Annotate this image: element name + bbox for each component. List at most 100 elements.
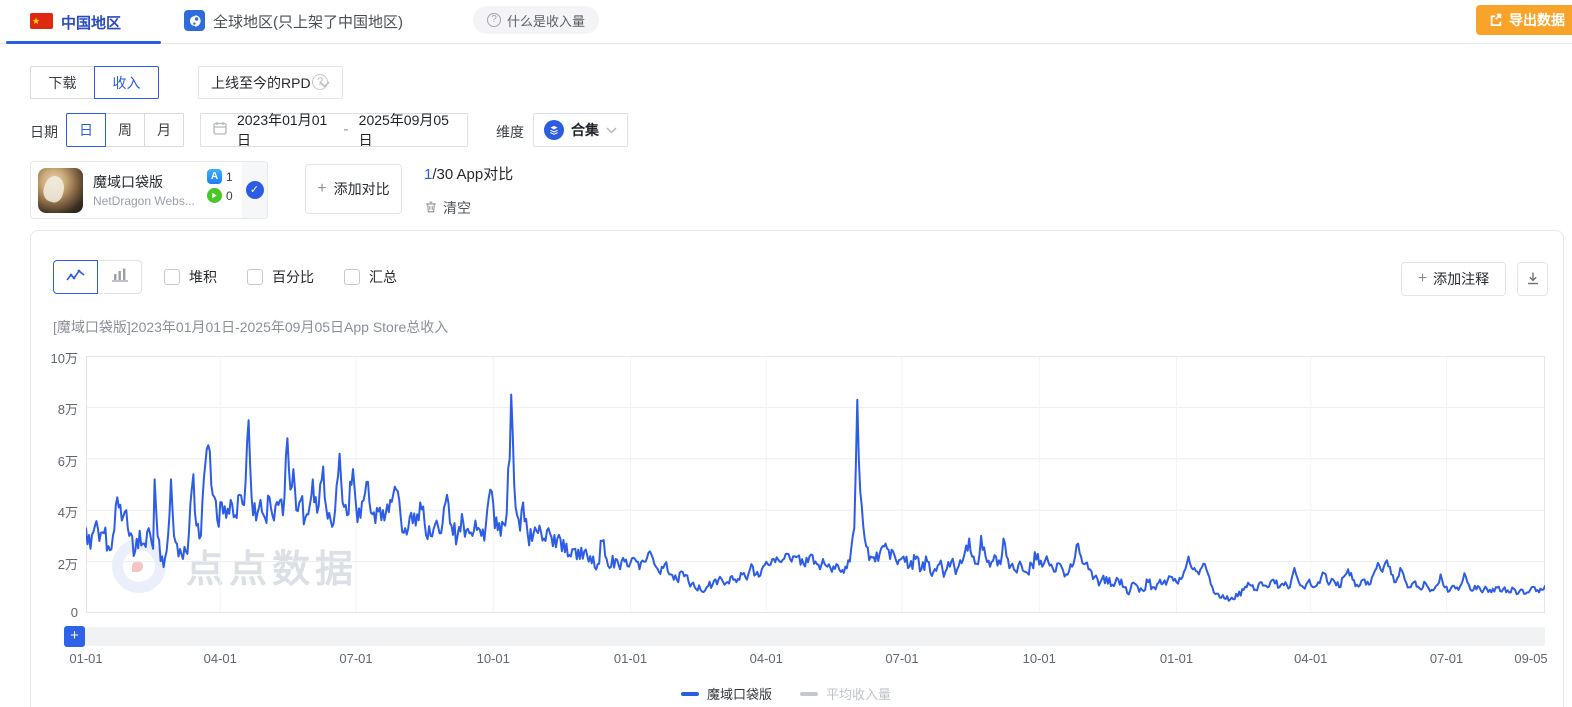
add-annotation-label: 添加注释 — [1433, 271, 1490, 287]
android-icon — [207, 188, 222, 203]
trash-icon — [424, 200, 438, 217]
x-axis-tick: 10-01 — [1022, 651, 1056, 666]
y-axis-tick: 2万 — [57, 556, 78, 572]
legend-item[interactable]: 魔域口袋版 — [680, 684, 772, 703]
x-axis-tick: 04-01 — [203, 651, 237, 666]
checkbox-icon[interactable] — [344, 269, 360, 285]
export-data-button[interactable]: 导出数据 — [1476, 5, 1572, 35]
chart-option-checkbox[interactable]: 百分比 — [247, 267, 314, 287]
y-axis-tick: 8万 — [57, 402, 78, 418]
comparison-count-suffix: /30 App对比 — [432, 166, 514, 183]
dimension-label: 维度 — [496, 124, 524, 140]
export-button-label: 导出数据 — [1509, 12, 1565, 28]
y-axis-tick: 0 — [70, 605, 78, 620]
calendar-icon — [213, 121, 227, 140]
globe-icon — [184, 10, 205, 31]
appstore-icon: A — [207, 169, 222, 184]
download-chart-button[interactable] — [1517, 262, 1548, 296]
y-axis-tick: 4万 — [57, 505, 78, 521]
clear-label: 清空 — [443, 200, 471, 216]
legend-swatch — [800, 691, 818, 696]
metric-toggle: 下载 收入 — [30, 66, 159, 99]
x-axis-tick: 04-01 — [749, 651, 783, 666]
add-comparison-label: 添加对比 — [333, 181, 390, 197]
checkbox-icon[interactable] — [247, 269, 263, 285]
granularity-button[interactable]: 日 — [66, 113, 106, 147]
checkbox-label: 堆积 — [189, 269, 217, 285]
granularity-button[interactable]: 月 — [144, 113, 184, 147]
legend-label: 魔域口袋版 — [706, 687, 772, 702]
x-axis-tick: 07-01 — [885, 651, 919, 666]
comparison-count-value: 1 — [424, 166, 433, 183]
china-flag-icon: ★ — [30, 13, 53, 29]
chart-range-slider[interactable] — [85, 627, 1545, 646]
granularity-button[interactable]: 周 — [105, 113, 145, 147]
date-range-start: 2023年01月01日 — [237, 112, 328, 148]
collection-layers-icon — [544, 120, 564, 140]
dimension-value: 合集 — [571, 122, 599, 138]
chart-option-checkboxes: 堆积 百分比 汇总 — [164, 260, 397, 294]
date-range-picker[interactable]: 2023年01月01日 - 2025年09月05日 — [200, 112, 468, 148]
what-is-revenue-help[interactable]: ? 什么是收入量 — [473, 6, 600, 34]
x-axis-tick: 07-01 — [339, 651, 373, 666]
region-tab-bar: ★ 中国地区 全球地区(只上架了中国地区) ? 什么是收入量 导出数据 — [0, 0, 1572, 44]
add-comparison-button[interactable]: + 添加对比 — [305, 164, 402, 214]
comparison-counter: 1/30 App对比 — [424, 163, 513, 184]
revenue-toggle-button[interactable]: 收入 — [94, 66, 159, 99]
x-axis-tick: 01-01 — [69, 651, 103, 666]
add-annotation-button[interactable]: + 添加注释 — [1401, 262, 1506, 296]
legend-item[interactable]: 平均收入量 — [800, 684, 891, 703]
x-axis-tick: 07-01 — [1429, 651, 1464, 666]
tab-global-region[interactable]: 全球地区(只上架了中国地区) — [213, 14, 403, 31]
question-icon: ? — [487, 13, 501, 27]
chart-title: [魔域口袋版]2023年01月01日-2025年09月05日App Store总… — [53, 319, 449, 335]
line-chart-type-button[interactable] — [53, 260, 98, 294]
download-icon — [1526, 271, 1540, 288]
tab-china-region[interactable]: 中国地区 — [61, 15, 122, 32]
plus-icon: + — [1417, 270, 1428, 287]
app-selected-strip: ✓ — [242, 162, 267, 218]
chart-zoom-plus-button[interactable]: + — [64, 626, 85, 647]
checkbox-label: 百分比 — [272, 269, 314, 285]
chart-legend: 魔域口袋版 平均收入量 — [0, 684, 1572, 703]
legend-label: 平均收入量 — [826, 687, 892, 702]
x-axis-tick: 01-01 — [613, 651, 648, 666]
chart-option-checkbox[interactable]: 堆积 — [164, 267, 217, 287]
chart-option-checkbox[interactable]: 汇总 — [344, 267, 397, 287]
x-axis-tick: 10-01 — [476, 651, 510, 666]
chart-type-toggle — [53, 260, 142, 294]
revenue-line-chart[interactable] — [86, 356, 1545, 613]
checkbox-icon[interactable] — [164, 269, 180, 285]
date-range-end: 2025年09月05日 — [358, 112, 449, 148]
legend-swatch — [680, 691, 699, 696]
active-tab-underline — [6, 41, 161, 44]
x-axis-tick: 01-01 — [1159, 651, 1194, 666]
y-axis-tick: 6万 — [57, 453, 78, 469]
bar-chart-type-button[interactable] — [97, 260, 142, 294]
chevron-down-icon — [606, 121, 617, 139]
downloads-toggle-button[interactable]: 下载 — [30, 66, 95, 99]
clear-comparison-button[interactable]: 清空 — [424, 198, 471, 218]
app-publisher: NetDragon Webs... — [93, 194, 195, 208]
rpd-dropdown-label: 上线至今的RPD — [211, 74, 311, 91]
bar-chart-icon — [111, 267, 129, 287]
app-icon — [38, 168, 83, 213]
metric-help-icon[interactable]: ? — [312, 74, 328, 90]
app-name: 魔域口袋版 — [93, 174, 163, 190]
ios-count: 1 — [226, 169, 233, 184]
date-range-separator: - — [343, 121, 349, 138]
checkbox-label: 汇总 — [369, 269, 397, 285]
date-label: 日期 — [30, 124, 58, 140]
line-chart-icon — [65, 267, 86, 288]
dimension-dropdown[interactable]: 合集 — [533, 113, 628, 147]
android-count: 0 — [226, 188, 233, 203]
granularity-toggle: 日周月 — [66, 113, 184, 147]
x-axis-tick: 09-05 — [1514, 651, 1548, 666]
x-axis-tick: 04-01 — [1294, 651, 1328, 666]
help-badge-label: 什么是收入量 — [507, 13, 586, 29]
y-axis-tick: 10万 — [50, 351, 78, 366]
check-circle-icon[interactable]: ✓ — [245, 181, 264, 199]
